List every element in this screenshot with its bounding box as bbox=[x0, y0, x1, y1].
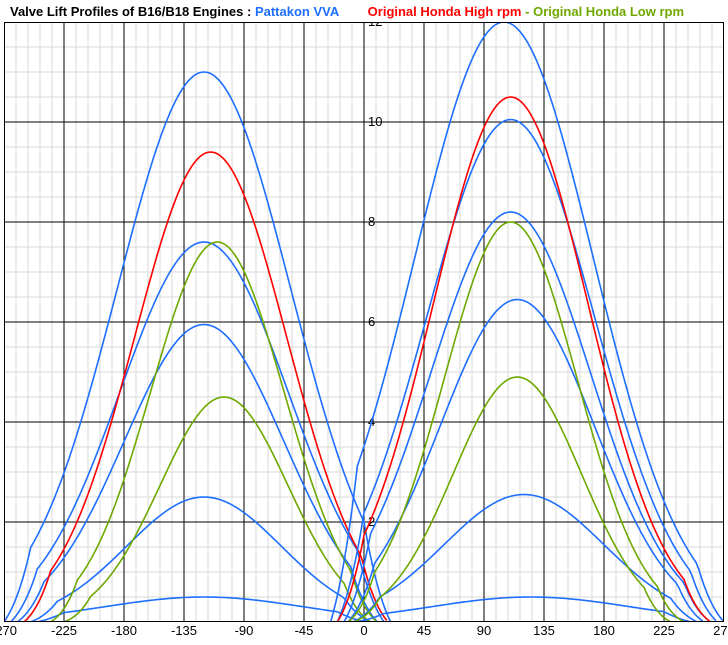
x-tick-label: -180 bbox=[111, 623, 137, 638]
chart-title: Valve Lift Profiles of B16/B18 Engines :… bbox=[0, 4, 728, 19]
x-tick-label: 90 bbox=[477, 623, 491, 638]
x-tick-label: 0 bbox=[360, 623, 367, 638]
legend-high: Original Honda High rpm bbox=[368, 4, 522, 19]
x-tick-label: 180 bbox=[593, 623, 615, 638]
x-tick-label: -135 bbox=[171, 623, 197, 638]
chart-container: Valve Lift Profiles of B16/B18 Engines :… bbox=[0, 0, 728, 645]
chart-plot: 24681012 bbox=[4, 22, 724, 622]
legend-pattakon: Pattakon VVA bbox=[255, 4, 339, 19]
title-sep: : bbox=[247, 4, 255, 19]
svg-text:6: 6 bbox=[368, 314, 375, 329]
x-tick-label: -225 bbox=[51, 623, 77, 638]
x-tick-label: -45 bbox=[295, 623, 314, 638]
legend-low: Original Honda Low rpm bbox=[533, 4, 684, 19]
svg-text:8: 8 bbox=[368, 214, 375, 229]
legend-dash: - bbox=[525, 4, 533, 19]
x-tick-label: 135 bbox=[533, 623, 555, 638]
svg-text:12: 12 bbox=[368, 22, 382, 29]
x-tick-label: 225 bbox=[653, 623, 675, 638]
x-tick-label: -270 bbox=[0, 623, 17, 638]
x-tick-label: 270 bbox=[713, 623, 728, 638]
x-tick-label: -90 bbox=[235, 623, 254, 638]
x-axis-labels: -270-225-180-135-90-4504590135180225270 bbox=[4, 623, 724, 639]
svg-text:10: 10 bbox=[368, 114, 382, 129]
title-main: Valve Lift Profiles of B16/B18 Engines bbox=[10, 4, 243, 19]
x-tick-label: 45 bbox=[417, 623, 431, 638]
